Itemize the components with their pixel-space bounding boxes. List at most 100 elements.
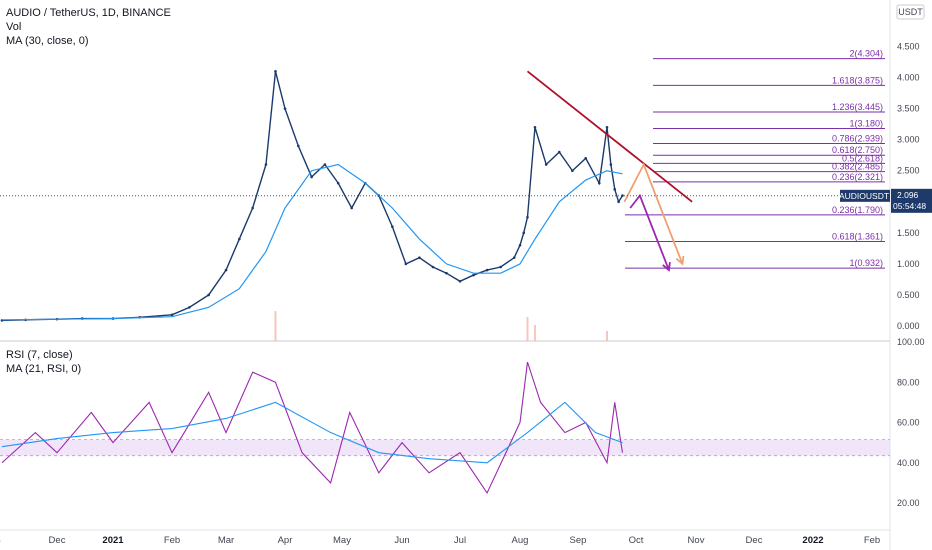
price-tick-label: 3.000 [897, 135, 920, 145]
price-tick-label: 3.500 [897, 104, 920, 114]
price-point [533, 125, 537, 129]
fib-level-label: 0.236(1.790) [832, 205, 883, 215]
purple-projection [629, 193, 670, 271]
price-point [170, 313, 174, 317]
price-point [621, 194, 624, 197]
price-point [224, 268, 228, 272]
rsi-y-ticks: 100.00 80.00 60.00 40.00 20.00 [897, 337, 925, 508]
rsi-band [0, 439, 890, 456]
price-tick-label: 1.500 [897, 228, 920, 238]
price-tick-label: 4.000 [897, 73, 920, 83]
rsi-tick-label: 20.00 [897, 498, 920, 508]
fib-level-label: 0.618(1.361) [832, 231, 883, 241]
ma-legend: MA (30, close, 0) [6, 35, 89, 47]
price-badge-value: 2.096 [897, 190, 919, 200]
purple-projection-arrowhead [662, 262, 671, 272]
price-tick-label: 1.000 [897, 259, 920, 269]
price-point [571, 169, 574, 173]
price-point [404, 262, 408, 266]
price-series [0, 70, 624, 322]
x-tick-label: 2022 [802, 535, 823, 546]
rsi-tick-label: 80.00 [897, 377, 920, 387]
price-point [391, 225, 394, 228]
fib-level-label: 1(0.932) [849, 258, 883, 268]
symbol-title: AUDIO / TetherUS, 1D, BINANCE [6, 7, 171, 19]
price-point [207, 293, 210, 297]
price-point [544, 163, 548, 166]
price-point [310, 175, 313, 179]
x-ticks: 3 Dec 2021 Feb Mar Apr May Jun Jul Aug Sep Oct Nov De… [0, 535, 880, 546]
price-point [274, 70, 277, 73]
price-point [472, 273, 475, 277]
x-tick-label: Mar [218, 535, 234, 546]
volume-bar [274, 311, 277, 341]
orange-projection [623, 162, 684, 265]
x-tick-label: Feb [864, 535, 880, 546]
price-point [522, 231, 526, 235]
rsi-ma-line [1, 401, 623, 464]
orange-projection-arrowhead [675, 255, 685, 266]
trendline-group [526, 70, 693, 203]
price-point [584, 157, 588, 160]
rsi-ma-legend: MA (21, RSI, 0) [6, 363, 81, 375]
fib-level-label: 0.786(2.939) [832, 133, 883, 143]
price-point [613, 188, 617, 191]
trendline [526, 70, 693, 203]
x-tick-label: Dec [746, 535, 763, 546]
price-tick-label: 4.500 [897, 42, 920, 52]
price-point [605, 125, 609, 129]
price-point [336, 181, 340, 185]
price-point [445, 271, 448, 275]
price-point [557, 150, 561, 154]
x-tick-label: Feb [164, 535, 180, 546]
price-badge-countdown: 05:54:48 [893, 201, 926, 211]
fib-level-label: 0.382(2.485) [832, 162, 883, 172]
price-point [188, 306, 191, 309]
x-tick-label: Apr [278, 535, 293, 546]
currency-button-label: USDT [898, 7, 923, 17]
fib-levels: 2(4.304) 1.618(3.875) 1.236(3.445) 1(3.180)… [625, 49, 885, 269]
price-point [617, 200, 620, 204]
rsi-series [1, 361, 624, 495]
rsi-tick-label: 60.00 [897, 418, 920, 428]
x-tick-label: Jul [454, 535, 466, 546]
price-point [526, 216, 529, 219]
price-line [1, 71, 624, 322]
price-tick-label: 0.000 [897, 321, 920, 331]
price-point [350, 206, 353, 210]
price-point [609, 163, 613, 166]
projection-arrows [623, 162, 685, 272]
x-tick-label: Sep [570, 535, 587, 546]
fib-level-label: 0.618(2.750) [832, 145, 883, 155]
price-point [597, 181, 601, 185]
x-tick-label: Jun [394, 535, 409, 546]
price-point [264, 163, 268, 166]
price-point [238, 237, 241, 241]
volume-bars [274, 311, 608, 341]
volume-bar [533, 325, 536, 341]
fib-level-label: 0.236(2.321) [832, 172, 883, 182]
price-point [251, 206, 254, 210]
fib-level-label: 1(3.180) [849, 118, 883, 128]
price-badge: AUDIOUSDT 2.096 05:54:48 [839, 188, 932, 213]
price-point [458, 279, 462, 283]
vol-legend: Vol [6, 21, 21, 33]
rsi-line [1, 361, 624, 495]
fib-level-label: 0.5(2.618) [842, 153, 883, 163]
price-tick-label: 0.500 [897, 290, 920, 300]
volume-bar [526, 317, 529, 341]
price-point [323, 163, 327, 166]
x-tick-label: May [333, 535, 351, 546]
price-point [518, 243, 522, 247]
rsi-tick-label: 100.00 [897, 337, 925, 347]
price-point [485, 268, 489, 272]
price-point [499, 265, 502, 269]
fib-level-label: 2(4.304) [849, 49, 883, 59]
price-tick-label: 2.500 [897, 166, 920, 176]
price-point [297, 144, 300, 148]
x-tick-label: 3 [0, 535, 1, 546]
price-point [283, 107, 287, 110]
currency-button[interactable]: USDT [896, 4, 925, 20]
price-point [512, 256, 516, 259]
